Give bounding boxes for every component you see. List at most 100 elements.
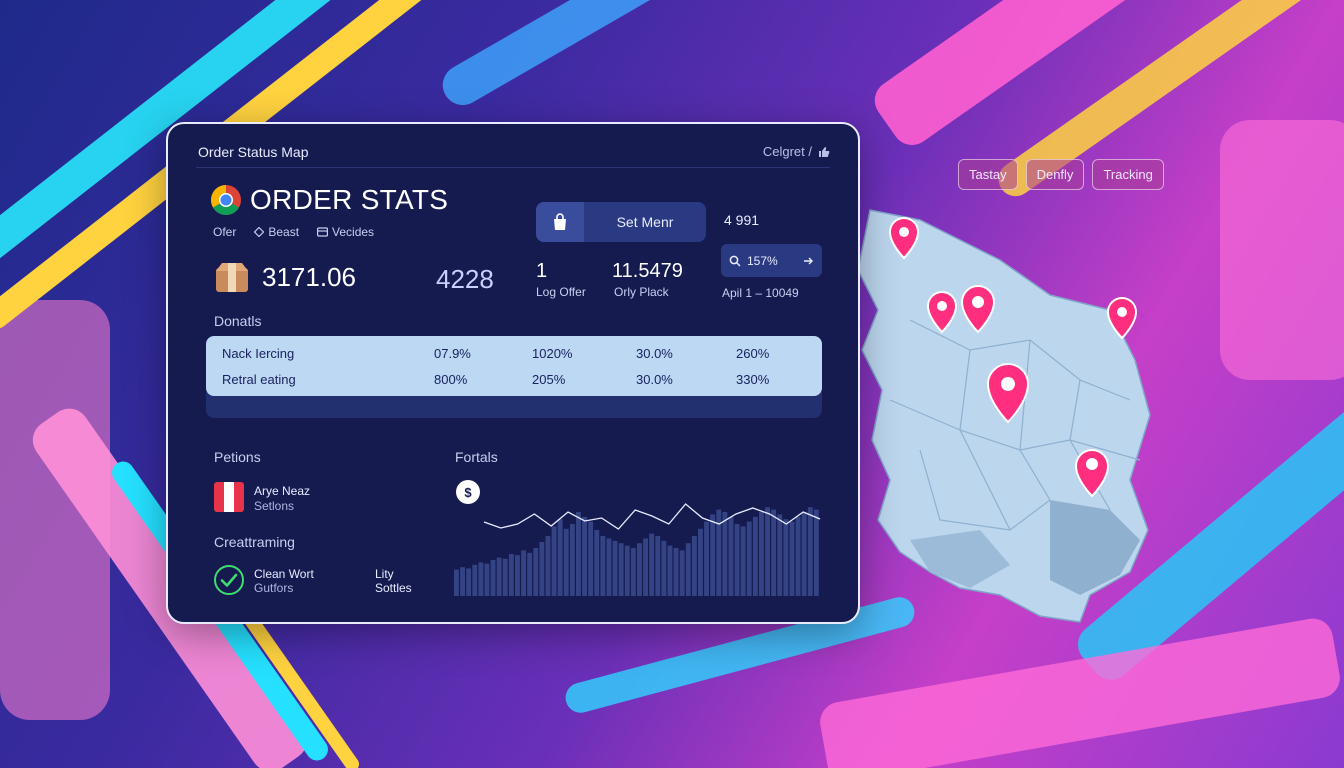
chart-bar — [630, 548, 636, 596]
map-region-dark — [910, 530, 1010, 588]
chart-bar — [624, 545, 630, 596]
chart-bar — [752, 516, 758, 596]
map-pin[interactable] — [1106, 296, 1138, 340]
card-icon — [317, 227, 329, 237]
chart-bar — [673, 548, 679, 596]
chart-bar — [490, 560, 496, 596]
chart-bar — [551, 526, 557, 596]
table-cell: 1020% — [532, 345, 573, 361]
chart-bar — [728, 516, 734, 596]
stat-a-label: Log Offer — [536, 285, 586, 299]
chart-bar — [502, 558, 508, 596]
table-cell: 30.0% — [636, 371, 673, 387]
filter-chips: Tastay Denfly Tracking — [958, 159, 1164, 190]
table-cell: 260% — [736, 345, 770, 361]
subnav-beast[interactable]: Beast — [254, 225, 299, 239]
chip-tracking[interactable]: Tracking — [1092, 159, 1164, 190]
section-petitions: Petions — [214, 449, 261, 465]
panel-top-right[interactable]: Celgret / — [763, 144, 830, 159]
chart-bar — [460, 567, 465, 596]
chart-bar — [649, 533, 655, 596]
table-row[interactable]: Retral eating 800% 205% 30.0% 330% — [206, 366, 822, 392]
chart-bar — [746, 521, 752, 596]
chart-bar — [722, 512, 728, 596]
order-stats-panel: Order Status Map Celgret / ORDER STATS O… — [166, 122, 860, 624]
map-pin[interactable] — [926, 290, 958, 334]
chart-bar — [563, 528, 569, 596]
map-pin[interactable] — [960, 284, 996, 334]
table-row[interactable]: Nack Iercing 07.9% 1020% 30.0% 260% — [206, 340, 822, 366]
chart-bar — [612, 540, 618, 596]
thumbs-up-icon — [819, 146, 830, 157]
subnav-label: Beast — [268, 225, 300, 239]
clean-work-sub: Gutfors — [254, 581, 294, 595]
map-pin[interactable] — [1074, 448, 1110, 498]
chart-bar — [582, 516, 587, 596]
clean-work-title[interactable]: Clean Wort — [254, 567, 314, 581]
header-divider — [196, 167, 830, 168]
subnav-label: Ofer — [213, 225, 237, 239]
table-cell: 800% — [434, 371, 468, 387]
subnav-ofer[interactable]: Ofer — [213, 225, 236, 239]
chart-bar — [691, 536, 697, 596]
chart-bar — [576, 512, 581, 596]
chart-bar — [667, 545, 673, 596]
table-cell: Retral eating — [222, 371, 296, 387]
chart-bar — [740, 526, 746, 596]
chart-bar — [643, 538, 648, 596]
chart-bar — [539, 542, 545, 596]
chart-bar — [661, 540, 667, 596]
side-number: 4 991 — [724, 212, 760, 228]
table-cell: 330% — [736, 371, 770, 387]
date-range: Apil 1 – 10049 — [722, 286, 799, 300]
chip-tastay[interactable]: Tastay — [958, 159, 1018, 190]
map-region-dark — [1050, 500, 1140, 595]
map-pin[interactable] — [888, 216, 920, 260]
chart-bar — [496, 557, 502, 596]
chart-bar — [801, 512, 807, 596]
bg-stripe — [435, 0, 785, 113]
order-map[interactable] — [850, 200, 1160, 630]
section-creattraming: Creattraming — [214, 534, 295, 550]
shopping-bag-icon — [554, 213, 566, 230]
search-pill[interactable]: 157% — [721, 244, 822, 277]
chart-bar — [606, 538, 612, 596]
secondary-value: 4228 — [436, 264, 494, 294]
chart-bar — [807, 507, 813, 596]
chart-bar — [813, 509, 819, 596]
bg-stripe — [1220, 120, 1344, 380]
lity-sub: Sottles — [375, 581, 412, 595]
chart-bar — [679, 550, 685, 596]
set-menu-button[interactable]: Set Menr — [536, 202, 706, 242]
chart-bar — [533, 548, 539, 596]
subnav-vecides[interactable]: Vecides — [317, 225, 374, 239]
chart-bar — [765, 507, 770, 596]
chart-bar — [655, 536, 661, 596]
chip-denfly[interactable]: Denfly — [1025, 159, 1085, 190]
dollar-badge[interactable] — [456, 480, 480, 504]
person-name[interactable]: Arye Neaz — [254, 484, 311, 498]
top-right-label: Celgret / — [762, 144, 812, 159]
table-cell: 30.0% — [636, 345, 673, 361]
subnav: Ofer Beast Vecides — [213, 225, 374, 239]
chart-bar — [685, 543, 691, 596]
chart-bar — [704, 521, 709, 596]
search-icon — [729, 255, 741, 267]
table-cell: 07.9% — [434, 345, 471, 361]
panel-title: Order Status Map — [198, 144, 309, 160]
lity-title: Lity — [375, 567, 394, 581]
map-borders — [889, 319, 1141, 541]
map-pin[interactable] — [986, 362, 1030, 424]
flag-icon — [214, 482, 244, 512]
check-circle-icon — [214, 565, 244, 595]
chart-bar — [515, 555, 520, 596]
table-cell: 205% — [532, 371, 566, 387]
package-icon — [216, 263, 248, 292]
chart-bar — [716, 509, 722, 596]
chart-bar — [618, 543, 624, 596]
chart-bar — [789, 521, 795, 596]
person-sub: Setlons — [254, 499, 295, 513]
chart-bar — [795, 516, 801, 596]
chart-bar — [508, 554, 514, 596]
chart-bar — [588, 521, 594, 596]
